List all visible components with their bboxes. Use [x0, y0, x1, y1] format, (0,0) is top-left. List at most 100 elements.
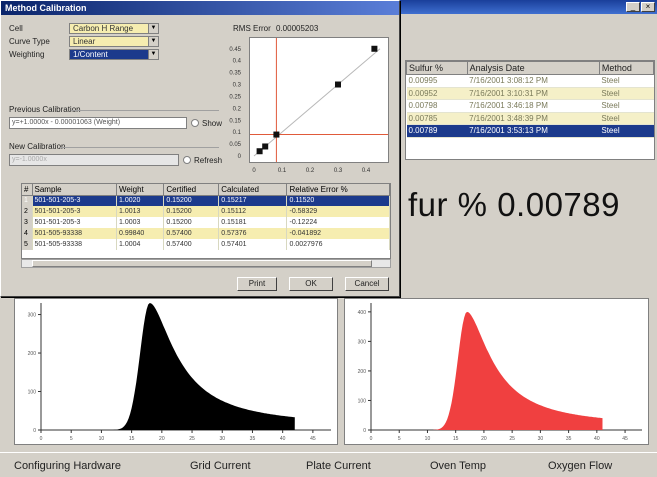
x-tick-label: 5 [70, 436, 73, 442]
table-cell: Steel [599, 87, 654, 100]
table-cell: 0.0027976 [286, 239, 390, 250]
previous-calibration-field[interactable]: y=+1.0000x - 0.00001063 (Weight) [9, 117, 187, 129]
column-header[interactable]: Weight [116, 184, 165, 196]
scrollbar-thumb[interactable] [32, 260, 372, 267]
chevron-down-icon[interactable]: ▼ [148, 50, 158, 59]
table-cell: -0.041892 [286, 228, 390, 239]
divider [59, 147, 219, 148]
x-tick-label: 25 [189, 436, 195, 442]
column-header[interactable]: Relative Error % [286, 184, 390, 196]
show-label: Show [202, 119, 223, 128]
y-tick-label: 100 [28, 390, 37, 396]
y-tick-label: 100 [358, 398, 367, 404]
calibration-table[interactable]: # Sample Weight Certified Calculated Rel… [21, 183, 391, 259]
window-controls: _ × [626, 2, 655, 12]
chevron-down-icon[interactable]: ▼ [148, 24, 158, 33]
table-row[interactable]: 0.00798 7/16/2001 3:46:18 PM Steel [406, 99, 654, 113]
table-cell: 0.00785 [406, 112, 468, 125]
table-cell: Steel [599, 99, 654, 113]
table-cell: Steel [599, 74, 654, 88]
column-header[interactable]: Sample [32, 184, 117, 196]
column-header[interactable]: Certified [163, 184, 220, 196]
table-row[interactable]: 3 501-501-205-3 1.0003 0.15200 0.15181 -… [22, 217, 390, 228]
results-table[interactable]: Sulfur % Analysis Date Method 0.00995 7/… [405, 60, 655, 160]
table-row[interactable]: 2 501-501-205-3 1.0013 0.15200 0.15112 -… [22, 206, 390, 217]
ok-button[interactable]: OK [289, 277, 333, 291]
x-tick-label: 30 [538, 436, 544, 442]
curve-type-value: Linear [73, 37, 96, 46]
weighting-select[interactable]: 1/Content ▼ [69, 49, 159, 60]
y-tick-label: 300 [28, 313, 37, 319]
status-oxygen-flow: Oxygen Flow [548, 460, 613, 472]
table-row[interactable]: 4 501-505-93338 0.99840 0.57400 0.57376 … [22, 228, 390, 239]
status-grid-current: Grid Current [190, 460, 251, 472]
table-cell: 1.0003 [116, 217, 165, 228]
column-header[interactable]: Calculated [218, 184, 288, 196]
refresh-label: Refresh [194, 156, 223, 165]
rms-value: 0.00005203 [276, 24, 319, 33]
chevron-down-icon[interactable]: ▼ [148, 37, 158, 46]
y-tick-label: 0.45 [229, 47, 241, 53]
weighting-label: Weighting [9, 50, 45, 59]
table-row-selected[interactable]: 0.00789 7/16/2001 3:53:13 PM Steel [406, 124, 654, 138]
x-tick-label: 20 [481, 436, 487, 442]
previous-calibration-label: Previous Calibration [9, 105, 81, 114]
table-cell: 501-501-205-3 [32, 195, 117, 206]
data-point [262, 143, 269, 150]
refresh-radio[interactable] [183, 156, 191, 164]
table-row-selected[interactable]: 1 501-501-205-3 1.0020 0.15200 0.15217 0… [22, 195, 390, 206]
column-header[interactable]: # [22, 184, 33, 196]
table-cell: 0.11520 [286, 195, 390, 206]
column-header[interactable]: Sulfur % [406, 61, 468, 75]
status-plate-current: Plate Current [306, 460, 371, 472]
divider [71, 110, 219, 111]
table-row[interactable]: 0.00952 7/16/2001 3:10:31 PM Steel [406, 87, 654, 100]
table-cell: 501-505-93338 [32, 228, 117, 239]
curve-type-select[interactable]: Linear ▼ [69, 36, 159, 47]
data-point [371, 45, 378, 52]
table-row[interactable]: 0.00995 7/16/2001 3:08:12 PM Steel [406, 74, 654, 88]
row-number: 3 [22, 217, 33, 228]
y-tick-label: 0.35 [229, 71, 241, 77]
x-tick-label: 0 [370, 436, 373, 442]
show-radio[interactable] [191, 119, 199, 127]
table-cell: 7/16/2001 3:46:18 PM [467, 99, 600, 113]
minimize-button[interactable]: _ [626, 2, 640, 12]
y-tick-label: 0.25 [229, 94, 241, 100]
new-calibration-field[interactable]: y=-1.0000x [9, 154, 179, 166]
y-tick-label: 0 [363, 428, 366, 434]
table-cell: 0.15200 [163, 217, 220, 228]
table-horizontal-scrollbar[interactable] [21, 259, 391, 268]
table-cell: 0.15181 [218, 217, 288, 228]
cancel-button[interactable]: Cancel [345, 277, 389, 291]
print-button[interactable]: Print [237, 277, 277, 291]
x-tick-label: 35 [250, 436, 256, 442]
table-cell: 0.15112 [218, 206, 288, 217]
x-tick-label: 10 [425, 436, 431, 442]
x-tick-label: 25 [509, 436, 515, 442]
y-tick-label: 0.4 [233, 59, 242, 65]
chart-panel-right: 0 100 200 300 400 0 5 10 15 20 25 30 35 40 45 [344, 298, 649, 445]
table-row[interactable]: 0.00785 7/16/2001 3:48:39 PM Steel [406, 112, 654, 125]
y-tick-label: 400 [358, 310, 367, 316]
x-tick-label: 0.3 [334, 168, 343, 174]
y-tick-label: 0.1 [233, 130, 242, 136]
table-cell: 7/16/2001 3:10:31 PM [467, 87, 600, 100]
row-number: 4 [22, 228, 33, 239]
x-tick-label: 15 [129, 436, 135, 442]
close-button[interactable]: × [641, 2, 655, 12]
table-cell: 0.57376 [218, 228, 288, 239]
cell-select-value: Carbon H Range [73, 24, 134, 33]
y-tick-label: 0.3 [233, 83, 242, 89]
table-cell: 0.00995 [406, 74, 468, 88]
x-tick-label: 45 [622, 436, 628, 442]
column-header[interactable]: Method [598, 61, 654, 75]
y-tick-label: 0.05 [229, 142, 241, 148]
chart-panel-left: 0 100 200 300 0 5 10 15 20 25 30 35 40 45 [14, 298, 338, 445]
x-tick-label: 0.4 [362, 168, 371, 174]
table-row[interactable]: 5 501-505-93338 1.0004 0.57400 0.57401 0… [22, 239, 390, 250]
cell-select[interactable]: Carbon H Range ▼ [69, 23, 159, 34]
column-header[interactable]: Analysis Date [466, 61, 600, 75]
table-cell: Steel [599, 124, 654, 138]
table-cell: 1.0020 [116, 195, 165, 206]
